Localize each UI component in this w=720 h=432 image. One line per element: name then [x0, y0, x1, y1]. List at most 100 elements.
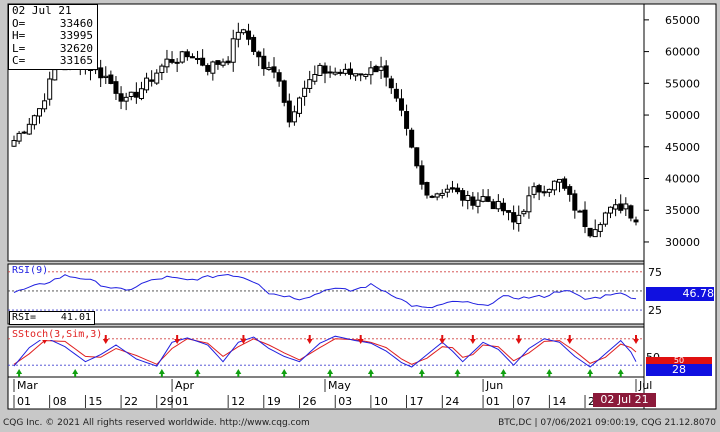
candle-body[interactable] — [179, 51, 185, 63]
candle-body[interactable] — [541, 191, 547, 194]
candle-body[interactable] — [42, 100, 48, 110]
candle-body[interactable] — [511, 212, 517, 223]
candle-body[interactable] — [271, 66, 277, 73]
candle-body[interactable] — [449, 187, 455, 190]
candle-body[interactable] — [291, 111, 297, 123]
candle-body[interactable] — [297, 97, 303, 114]
candle-body[interactable] — [266, 67, 272, 70]
candle-body[interactable] — [332, 71, 338, 75]
candle-body[interactable] — [475, 199, 481, 207]
candle-body[interactable] — [11, 140, 17, 147]
candle-body[interactable] — [409, 129, 415, 148]
candle-body[interactable] — [597, 224, 603, 232]
candle-body[interactable] — [322, 65, 328, 74]
candle-body[interactable] — [358, 73, 364, 76]
candle-body[interactable] — [592, 229, 598, 238]
candle-body[interactable] — [26, 123, 32, 135]
candle-body[interactable] — [608, 206, 614, 214]
candle-body[interactable] — [174, 61, 180, 64]
candle-body[interactable] — [118, 93, 124, 102]
candle-body[interactable] — [536, 185, 542, 193]
candle-body[interactable] — [159, 65, 165, 74]
candle-body[interactable] — [225, 60, 231, 64]
candle-body[interactable] — [557, 178, 563, 183]
candle-body[interactable] — [587, 227, 593, 237]
rsi-panel[interactable] — [7, 263, 645, 325]
candle-body[interactable] — [337, 71, 343, 74]
candle-body[interactable] — [16, 132, 22, 142]
candle-body[interactable] — [210, 61, 216, 74]
candle-body[interactable] — [327, 71, 333, 74]
candle-body[interactable] — [567, 186, 573, 195]
candle-body[interactable] — [414, 147, 420, 167]
candle-body[interactable] — [154, 72, 160, 84]
candle-body[interactable] — [169, 59, 175, 63]
candle-body[interactable] — [144, 77, 150, 91]
candle-body[interactable] — [546, 188, 552, 193]
candle-body[interactable] — [521, 210, 527, 215]
candle-body[interactable] — [368, 67, 374, 76]
candle-body[interactable] — [276, 72, 282, 82]
candle-body[interactable] — [526, 195, 532, 213]
candle-body[interactable] — [251, 36, 257, 52]
candle-body[interactable] — [342, 68, 348, 74]
candle-body[interactable] — [215, 60, 221, 65]
candle-body[interactable] — [562, 178, 568, 189]
candle-body[interactable] — [128, 91, 134, 97]
candle-body[interactable] — [317, 64, 323, 76]
candle-body[interactable] — [47, 78, 53, 100]
candle-body[interactable] — [312, 74, 318, 82]
candle-body[interactable] — [572, 193, 578, 211]
candle-body[interactable] — [383, 65, 389, 78]
candle-body[interactable] — [240, 29, 246, 34]
candle-body[interactable] — [256, 51, 262, 58]
candle-body[interactable] — [470, 196, 476, 206]
candle-body[interactable] — [164, 58, 170, 68]
candle-body[interactable] — [628, 205, 634, 219]
candle-body[interactable] — [230, 38, 236, 63]
candle-body[interactable] — [21, 131, 27, 134]
candle-body[interactable] — [195, 57, 201, 60]
candle-body[interactable] — [149, 79, 155, 82]
candle-body[interactable] — [103, 75, 109, 79]
candle-body[interactable] — [516, 214, 522, 225]
candle-body[interactable] — [123, 96, 129, 102]
candle-body[interactable] — [613, 204, 619, 210]
candle-body[interactable] — [434, 193, 440, 198]
candle-body[interactable] — [246, 30, 252, 40]
candle-body[interactable] — [506, 210, 512, 213]
candle-body[interactable] — [189, 56, 195, 59]
candle-body[interactable] — [582, 209, 588, 227]
candle-body[interactable] — [36, 108, 42, 117]
stoch-panel[interactable] — [7, 326, 645, 378]
candle-body[interactable] — [184, 51, 190, 58]
candle-body[interactable] — [398, 98, 404, 111]
candle-body[interactable] — [347, 68, 353, 75]
candle-body[interactable] — [220, 61, 226, 66]
candle-body[interactable] — [108, 74, 114, 84]
candle-body[interactable] — [633, 219, 639, 223]
candle-body[interactable] — [307, 79, 313, 89]
candle-body[interactable] — [424, 182, 430, 196]
candle-body[interactable] — [235, 31, 241, 40]
candle-body[interactable] — [500, 202, 506, 212]
candle-body[interactable] — [138, 88, 144, 99]
candle-body[interactable] — [133, 91, 139, 98]
candle-body[interactable] — [551, 180, 557, 191]
candle-body[interactable] — [602, 212, 608, 225]
candle-body[interactable] — [200, 57, 206, 66]
candle-body[interactable] — [363, 73, 369, 77]
candle-body[interactable] — [286, 100, 292, 123]
candle-body[interactable] — [444, 188, 450, 193]
candle-body[interactable] — [353, 73, 359, 77]
candle-body[interactable] — [480, 196, 486, 202]
candle-body[interactable] — [495, 200, 501, 210]
candle-body[interactable] — [98, 67, 104, 79]
candle-body[interactable] — [281, 80, 287, 103]
candle-body[interactable] — [302, 87, 308, 97]
candle-body[interactable] — [455, 187, 461, 193]
candle-body[interactable] — [419, 165, 425, 185]
candle-body[interactable] — [439, 192, 445, 196]
candle-body[interactable] — [113, 81, 119, 94]
candle-body[interactable] — [623, 203, 629, 210]
